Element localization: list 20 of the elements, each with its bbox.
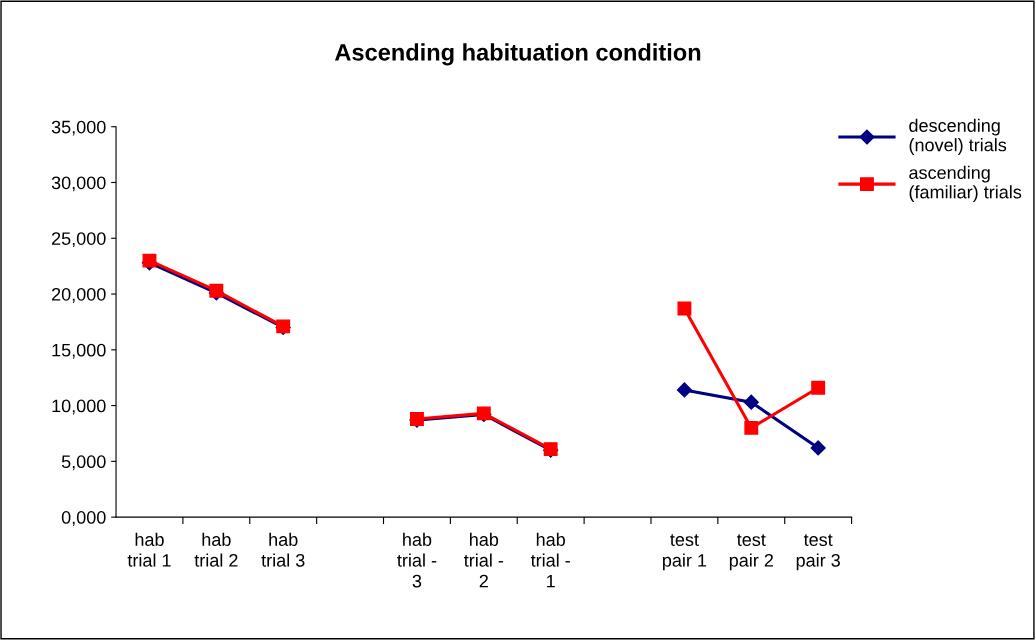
x-tick-label: hab trial 2 [194,532,238,567]
x-tick-label: test pair 2 [729,534,773,571]
x-tick-label: test pair 3 [796,534,840,571]
x-tick-label: hab trial - 1 [530,532,570,588]
legend-label: descending (novel) trials [909,118,1007,155]
x-tick-label: hab trial - 3 [397,532,437,588]
y-tick-label: 0,000 [61,511,106,526]
x-tick-label: hab trial 3 [261,532,305,567]
y-tick-label: 15,000 [52,343,106,359]
chart-title: Ascending habituation condition [334,43,701,66]
y-tick-label: 10,000 [52,399,106,415]
y-tick-label: 35,000 [51,120,106,136]
y-tick-label: 5,000 [61,455,106,471]
y-tick-label: 30,000 [51,176,106,192]
y-tick-label: 25,000 [52,232,106,248]
y-tick-label: 20,000 [52,287,106,303]
x-tick-label: test pair 1 [663,534,707,571]
legend-label: ascending (familiar) trials [909,165,1022,203]
x-tick-label: hab trial 1 [127,532,171,567]
x-tick-label: hab trial - 2 [464,532,504,588]
